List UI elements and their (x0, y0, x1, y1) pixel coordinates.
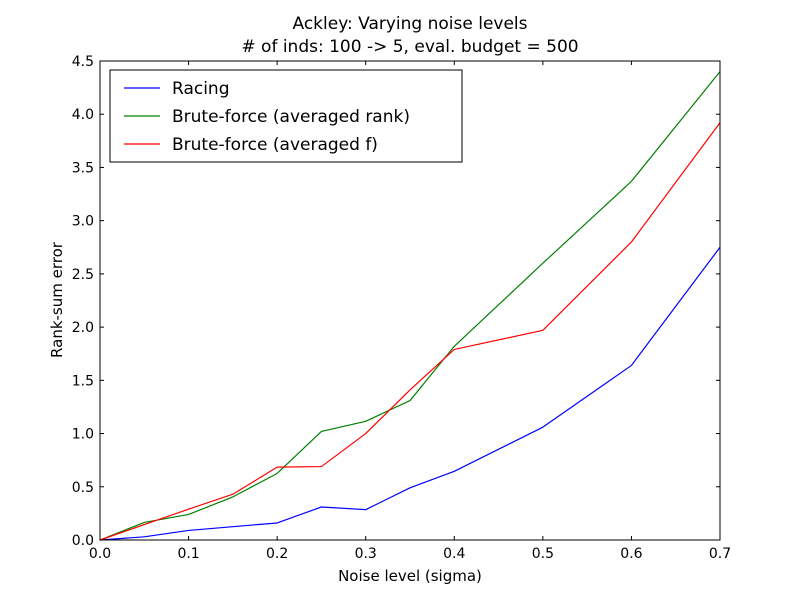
y-tick-label: 3.5 (72, 160, 94, 176)
y-axis-label: Rank-sum error (48, 241, 66, 358)
y-tick-label: 2.5 (72, 267, 94, 283)
legend-label-3: Brute-force (averaged f) (172, 135, 378, 155)
chart-subtitle: # of inds: 100 -> 5, eval. budget = 500 (241, 37, 578, 57)
y-tick-label: 0.5 (72, 480, 94, 496)
y-tick-label: 4.5 (72, 54, 94, 70)
y-tick-label: 3.0 (72, 214, 94, 230)
x-tick-label: 0.0 (89, 546, 111, 562)
series-line-2 (99, 71, 721, 541)
y-tick-label: 0.0 (72, 533, 94, 549)
x-tick-label: 0.7 (709, 546, 731, 562)
x-tick-label: 0.6 (620, 546, 642, 562)
y-tick-label: 1.0 (72, 427, 94, 443)
x-tick-label: 0.1 (177, 546, 199, 562)
x-axis-label: Noise level (sigma) (338, 567, 482, 585)
y-tick-label: 4.0 (72, 107, 94, 123)
x-tick-label: 0.5 (532, 546, 554, 562)
x-tick-label: 0.4 (443, 546, 465, 562)
plot-frame (99, 60, 721, 541)
series-line-3 (99, 122, 721, 541)
y-tick-label: 1.5 (72, 373, 94, 389)
legend: Racing Brute-force (averaged rank) Brute-f… (109, 69, 463, 163)
x-tick-label: 0.2 (266, 546, 288, 562)
legend-label-1: Racing (172, 79, 230, 99)
x-tick-label: 0.3 (355, 546, 377, 562)
chart-title: Ackley: Varying noise levels (292, 14, 527, 34)
y-tick-label: 2.0 (72, 320, 94, 336)
plot-area: 0.0 0.1 0.2 0.3 0.4 0.5 0.6 0.7 0.0 0.5 1.0 1.5 2.0 2… (72, 54, 731, 562)
legend-label-2: Brute-force (averaged rank) (172, 107, 410, 127)
legend-box (109, 69, 463, 163)
series-line-1 (99, 246, 721, 541)
